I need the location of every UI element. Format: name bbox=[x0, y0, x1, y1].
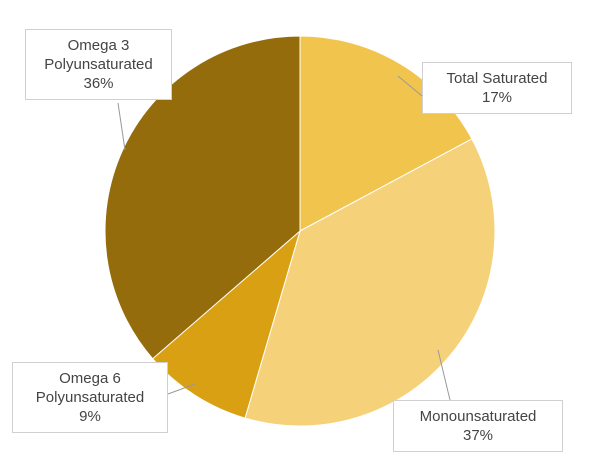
leader-line bbox=[117, 102, 126, 151]
slice-name: Total Saturated bbox=[446, 70, 548, 87]
leader-line bbox=[437, 349, 451, 401]
slice-value: 36% bbox=[83, 75, 114, 92]
data-label-box: Omega 3 Polyunsaturated 36% bbox=[25, 29, 172, 100]
slice-name: Omega 3 Polyunsaturated bbox=[44, 37, 153, 73]
pie-slice bbox=[151, 229, 301, 419]
pie-slice bbox=[104, 35, 301, 360]
data-label-box: Omega 6 Polyunsaturated 9% bbox=[12, 362, 168, 433]
slice-value: 17% bbox=[481, 89, 513, 106]
slice-name: Omega 6 Polyunsaturated bbox=[35, 370, 145, 406]
leader-line bbox=[167, 383, 196, 395]
slice-value: 37% bbox=[462, 427, 494, 444]
pie-slice bbox=[244, 138, 496, 427]
data-label-box: Total Saturated 17% bbox=[422, 62, 572, 114]
slice-value: 9% bbox=[79, 408, 101, 425]
slice-name: Monounsaturated bbox=[419, 408, 537, 425]
data-label-box: Monounsaturated 37% bbox=[393, 400, 563, 452]
leader-line bbox=[397, 75, 423, 97]
